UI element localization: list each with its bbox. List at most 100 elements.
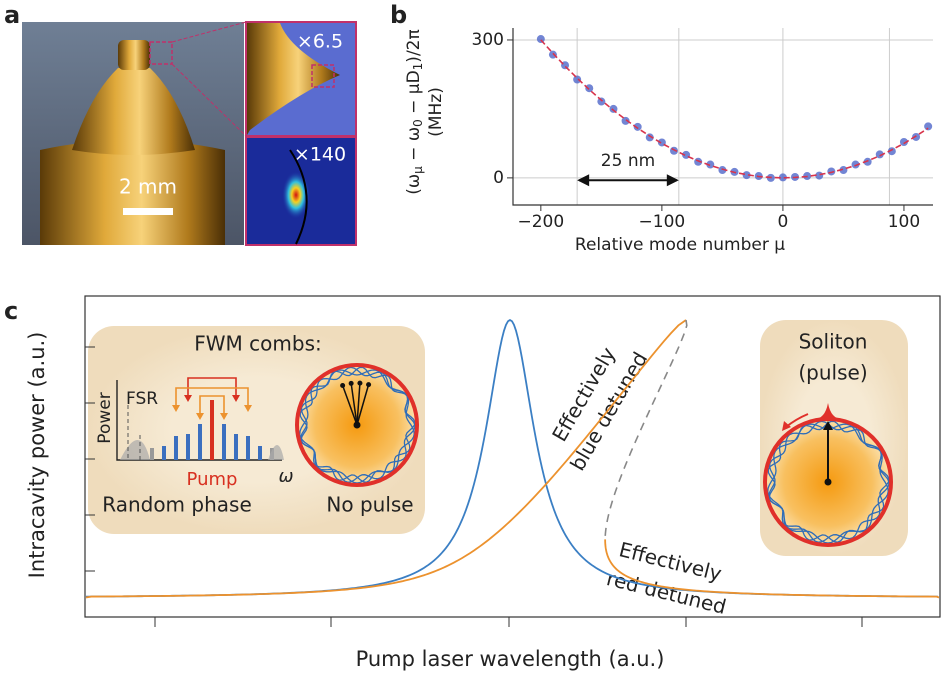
data-point xyxy=(899,138,908,147)
comb-line xyxy=(222,424,226,460)
zoom-box xyxy=(149,41,173,65)
y-label-part: − ω xyxy=(404,127,424,166)
y-label-sub: μ xyxy=(411,166,425,174)
gray-wing xyxy=(120,440,284,460)
zoom-line xyxy=(171,63,247,137)
comb-line xyxy=(198,424,202,460)
data-point xyxy=(863,157,872,166)
y-label-part: − μD xyxy=(404,70,424,119)
fwm-arrow xyxy=(175,387,249,408)
comb-line xyxy=(174,436,178,460)
annotation: Soliton xyxy=(799,330,868,354)
y-axis-label: (ωμ − ω0 − μD1)/2π xyxy=(404,29,425,194)
tip xyxy=(247,23,340,135)
cylinder xyxy=(40,140,225,245)
fit-line xyxy=(540,39,929,179)
zoom-label: ×6.5 xyxy=(297,31,343,53)
data-point xyxy=(851,160,860,169)
arrow-head xyxy=(577,174,679,187)
vector xyxy=(341,385,358,426)
dispersion-chart: (ωμ − ω0 − μD1)/2π (MHz) Relative mode n… xyxy=(404,28,933,255)
comb-line xyxy=(186,434,190,460)
annotation: 25 nm xyxy=(601,151,655,171)
annotation: Random phase xyxy=(102,493,252,517)
mode-wave xyxy=(767,420,890,543)
inset-title: FWM combs: xyxy=(194,332,321,356)
panel-label: a xyxy=(4,1,20,29)
data-point xyxy=(875,150,884,159)
data-point xyxy=(694,157,703,166)
annotation: No pulse xyxy=(326,493,413,517)
scale-bar xyxy=(123,208,173,215)
comb-line xyxy=(162,446,166,460)
mini-axis xyxy=(116,380,282,461)
data-point xyxy=(778,173,787,182)
data-point xyxy=(548,50,557,59)
frame xyxy=(84,295,941,618)
resonator xyxy=(118,40,150,70)
zoom-box xyxy=(311,64,335,88)
arrow-head xyxy=(823,421,833,430)
data-point xyxy=(536,35,545,44)
zoom-label: ×140 xyxy=(294,144,346,166)
x-axis-label: Relative mode number μ xyxy=(575,235,785,255)
data-point xyxy=(924,122,933,131)
arrow-head xyxy=(782,421,791,431)
panel-label: b xyxy=(390,1,407,29)
x-axis-label: Pump laser wavelength (a.u.) xyxy=(356,647,665,671)
data-point xyxy=(839,166,848,175)
annotation: Pump xyxy=(187,469,238,490)
axis-label: Power xyxy=(95,392,115,443)
comb-line xyxy=(150,448,154,460)
y-label-part: (ω xyxy=(404,174,424,195)
comb-line xyxy=(234,434,238,460)
data-point xyxy=(645,133,654,142)
comb-line xyxy=(210,400,214,460)
comb-line xyxy=(246,436,250,460)
data-point xyxy=(585,84,594,93)
mode-profile xyxy=(282,171,310,219)
axis xyxy=(512,28,933,206)
data-point xyxy=(887,147,896,156)
vector-tip xyxy=(366,382,372,388)
y-label-sub: 1 xyxy=(411,63,425,71)
x-tick-label: 100 xyxy=(888,212,920,232)
fwm-arrow xyxy=(199,395,225,416)
vector-tip xyxy=(340,383,346,389)
data-point xyxy=(621,116,630,125)
comb-line xyxy=(258,446,262,460)
data-point xyxy=(718,166,727,175)
y-tick-label: 0 xyxy=(493,168,504,188)
zoom-line xyxy=(171,21,247,43)
vector-tip xyxy=(348,380,354,386)
data-point xyxy=(742,171,751,180)
arrow-head xyxy=(184,395,240,402)
vector-tip xyxy=(357,380,363,386)
pulse xyxy=(814,403,842,419)
vector xyxy=(350,383,358,426)
y-label-sub: 0 xyxy=(411,119,425,127)
x-tick-label: −100 xyxy=(639,212,686,232)
scale-label: 2 mm xyxy=(119,175,177,199)
y-tick-label: 300 xyxy=(472,30,504,50)
vector xyxy=(356,383,361,426)
x-tick-label: −200 xyxy=(517,212,564,232)
data-point xyxy=(633,122,642,131)
vector xyxy=(356,384,370,426)
arrow-head xyxy=(196,413,228,420)
axis-label: ω xyxy=(278,466,293,487)
kerr-upper xyxy=(85,319,687,599)
mode-wave xyxy=(299,366,416,483)
annotation: FSR xyxy=(126,389,158,409)
cone xyxy=(72,68,195,155)
y-axis-label: Intracavity power (a.u.) xyxy=(25,332,49,579)
data-point xyxy=(573,75,582,84)
panel-label: c xyxy=(4,297,18,325)
kerr-unstable xyxy=(604,319,688,540)
boundary xyxy=(289,149,308,245)
ring-edge xyxy=(295,363,419,487)
data-point xyxy=(597,97,606,106)
bistability-panel: Intracavity power (a.u.) Pump laser wave… xyxy=(25,295,941,671)
